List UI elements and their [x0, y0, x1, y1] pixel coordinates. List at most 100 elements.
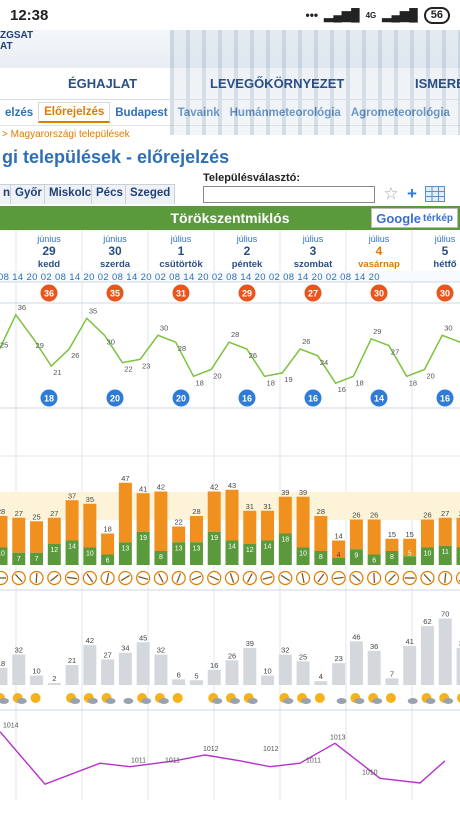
wind-speed-bar: [101, 554, 115, 565]
day-weekday: péntek: [232, 259, 263, 270]
temperature-label: 25: [0, 340, 8, 349]
wind-arrow-icon: [14, 573, 23, 583]
add-plus-icon[interactable]: +: [407, 184, 417, 203]
wind-arrow-icon: [444, 572, 447, 584]
subnav-item-lakes[interactable]: Tavaink: [177, 106, 220, 119]
wind-gust-label: 28: [0, 507, 5, 516]
city-name: Törökszentmiklós: [170, 210, 290, 226]
tmax-value: 27: [308, 289, 318, 299]
wind-gust-label: 28: [192, 507, 200, 516]
subnav-item-0[interactable]: elzés: [5, 106, 34, 119]
day-weekday: vasárnap: [358, 259, 400, 270]
breadcrumb[interactable]: > Magyarországi települések: [2, 128, 130, 140]
tmin-value: 16: [308, 394, 318, 404]
weather-cloud-icon: [16, 698, 27, 704]
city-tab-miskolc[interactable]: Miskolc: [44, 184, 97, 204]
city-tab-gyor[interactable]: Győr: [10, 184, 47, 204]
temperature-label: 27: [391, 348, 399, 357]
wind-arrow-icon: [176, 573, 182, 583]
google-map-link[interactable]: Google térkép: [371, 208, 458, 228]
wind-speed-label: 6: [106, 558, 110, 565]
temperature-label: 35: [89, 306, 97, 315]
day-number: 1: [178, 244, 185, 258]
table-view-icon[interactable]: [425, 185, 445, 203]
wind-gust-label: 26: [370, 511, 378, 520]
tmax-badge: [304, 284, 322, 302]
cloud-cover-bar: [438, 618, 452, 685]
wind-speed-label: 13: [121, 545, 129, 552]
tmin-badge: [370, 389, 388, 407]
cloud-cover-bar: [0, 667, 8, 685]
wind-gust-bar: [12, 517, 26, 553]
subnav-item-budapest[interactable]: Budapest: [115, 106, 168, 119]
weather-cloud-icon: [70, 698, 81, 704]
temperature-label: 28: [178, 344, 186, 353]
tmin-badge: [106, 389, 124, 407]
wind-gust-bar: [136, 493, 150, 532]
weather-cloud-icon: [212, 698, 223, 704]
wind-speed-bar: [296, 547, 310, 565]
wind-speed-label: 7: [17, 556, 21, 563]
cloud-cover-label: 5: [194, 671, 198, 680]
favorite-star-icon[interactable]: ☆: [383, 184, 399, 203]
battery-icon: 56: [423, 6, 450, 24]
wind-speed-bar: [154, 551, 168, 565]
wind-arrow-icon: [191, 575, 202, 581]
day-month: július: [236, 234, 258, 244]
page-title: gi települések - előrejelzés: [2, 146, 230, 167]
wind-arrow-icon: [158, 573, 164, 583]
mainnav-item-knowledge[interactable]: ISMERE: [415, 76, 460, 91]
wind-gust-bar: [332, 540, 346, 558]
cloud-cover-bar: [349, 641, 363, 685]
wind-gust-label: 43: [228, 481, 236, 490]
temperature-label: 29: [373, 327, 381, 336]
wind-gust-bar: [438, 517, 452, 546]
wind-speed-bar: [385, 551, 399, 565]
wind-speed-bar: [225, 540, 239, 565]
day-number: 29: [42, 244, 56, 258]
city-selector-input[interactable]: [203, 186, 375, 203]
pressure-label: 1012: [263, 746, 279, 753]
cloud-cover-bar: [136, 642, 150, 685]
map-word: térkép: [422, 212, 453, 224]
wind-gust-bar: [403, 538, 417, 557]
cloud-cover-bar: [189, 680, 203, 685]
weather-cloud-icon: [443, 698, 454, 704]
wind-speed-bar: [420, 547, 434, 565]
signal-icon-2: ▂▄▆█: [382, 8, 418, 22]
cloud-cover-label: 10: [32, 667, 40, 676]
temperature-label: 36: [18, 303, 26, 312]
cloud-cover-label: 6: [177, 670, 181, 679]
wind-speed-label: 14: [264, 544, 272, 551]
day-month: július: [368, 234, 390, 244]
city-tab-pecs[interactable]: Pécs: [91, 184, 128, 204]
logo-line-1: ZGSAT: [0, 30, 34, 41]
cloud-cover-bar: [367, 650, 381, 685]
wind-arrow-icon: [209, 575, 220, 581]
google-logo: Google: [376, 210, 421, 226]
cloud-cover-label: 39: [459, 639, 460, 648]
cloud-cover-label: 18: [0, 659, 5, 668]
tmin-badge: [238, 389, 256, 407]
day-number: 30: [108, 244, 122, 258]
wind-speed-label: 5: [408, 550, 412, 557]
mainnav-item-climate[interactable]: ÉGHAJLAT: [68, 76, 138, 91]
site-logo[interactable]: ZGSAT AT: [0, 30, 33, 52]
more-icon: •••: [305, 8, 319, 22]
city-tab-szeged[interactable]: Szeged: [125, 184, 176, 204]
wind-gust-bar: [101, 533, 115, 555]
cloud-cover-bar: [47, 683, 61, 685]
wind-speed-label: 12: [246, 547, 254, 554]
weather-cloud-icon: [158, 698, 169, 704]
wind-speed-bar: [30, 552, 44, 565]
mainnav-item-air[interactable]: LEVEGŐKÖRNYEZET: [210, 76, 345, 91]
wind-gust-bar: [83, 503, 97, 548]
day-month: július: [434, 234, 456, 244]
cloud-cover-label: 27: [103, 650, 111, 659]
subnav-item-human[interactable]: Humánmeteorológia: [229, 106, 341, 119]
wind-speed-bar: [349, 549, 363, 565]
subnav-item-agro[interactable]: Agrometeorológia: [350, 106, 450, 119]
wind-arrow-icon: [262, 576, 273, 580]
subnav-item-forecast[interactable]: Előrejelzés: [38, 102, 111, 123]
forecast-grid: június 29 kedd 36 18 június 30 szerda 35 20 július…: [0, 230, 460, 800]
